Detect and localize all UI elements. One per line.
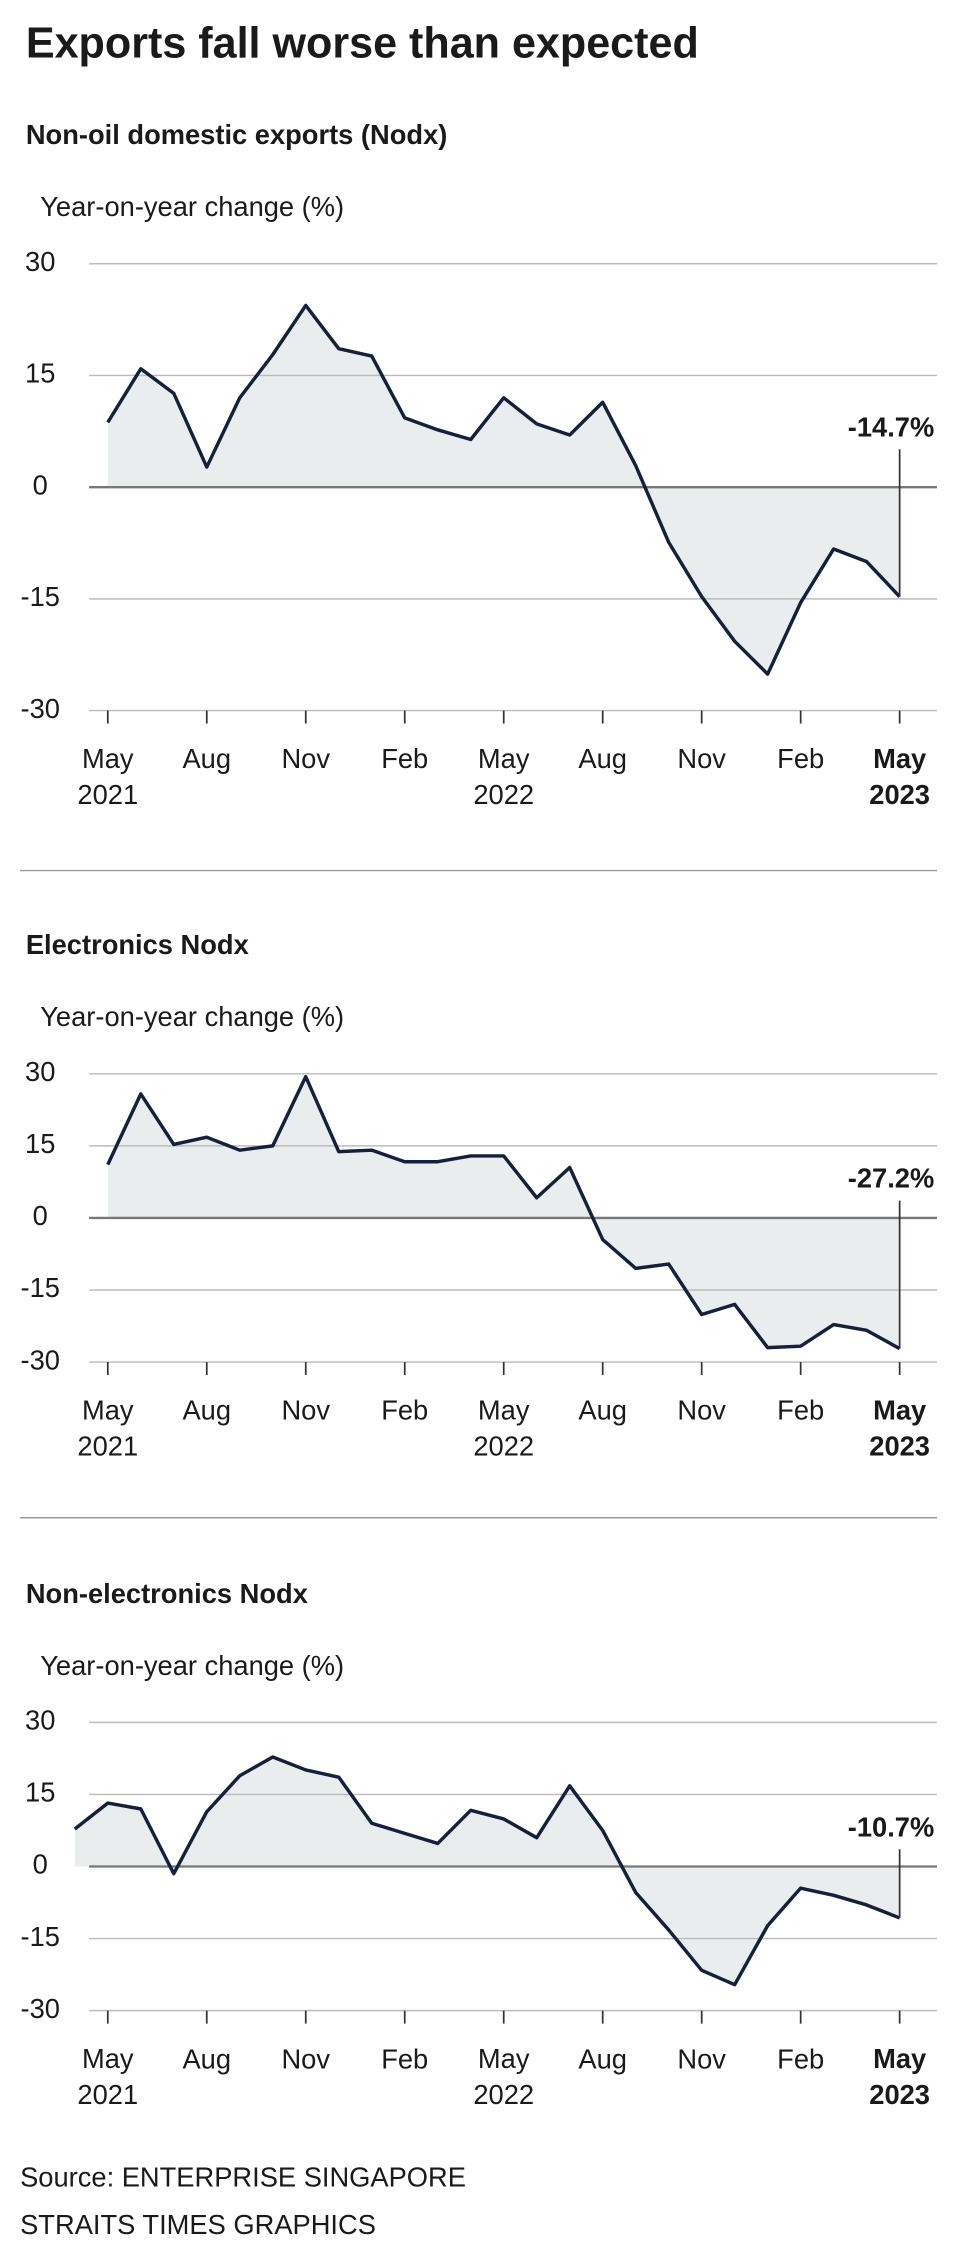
value-label: -27.2% xyxy=(848,1163,934,1194)
line xyxy=(106,303,901,676)
y-tick-label: 0 xyxy=(33,469,48,500)
chart-title: Non-electronics Nodx xyxy=(26,1578,308,1609)
x-tick-label: Nov xyxy=(677,2043,726,2074)
y-axis-label: Year-on-year change (%) xyxy=(40,1001,344,1032)
x-tick-label: Aug xyxy=(578,743,627,774)
y-tick-label: -30 xyxy=(21,1993,60,2024)
chart-title: Non-oil domestic exports (Nodx) xyxy=(26,119,447,150)
y-tick-label: 30 xyxy=(25,1705,55,1736)
x-tick-label: May 2023 xyxy=(869,743,930,810)
x-tick-label: Nov xyxy=(677,1395,726,1426)
x-tick-label: Aug xyxy=(578,2043,627,2074)
x-tick-label: Nov xyxy=(677,743,726,774)
x-tick-label: Nov xyxy=(281,1395,330,1426)
x-tick-label: May 2021 xyxy=(77,1395,138,1462)
page-title: Exports fall worse than expected xyxy=(26,19,699,67)
x-tick-label: Feb xyxy=(381,1395,428,1426)
y-tick-label: 15 xyxy=(25,1128,55,1159)
y-tick-label: 15 xyxy=(25,358,55,389)
line xyxy=(106,1074,901,1351)
y-tick-label: 30 xyxy=(25,246,55,277)
x-tick-label: Feb xyxy=(777,2043,824,2074)
x-tick-label: May 2022 xyxy=(473,1395,534,1462)
x-tick-label: May 2023 xyxy=(869,1395,930,1462)
x-tick-label: Nov xyxy=(281,743,330,774)
value-label: -14.7% xyxy=(848,411,934,442)
y-tick-label: -15 xyxy=(21,1921,60,1952)
y-tick-label: 0 xyxy=(33,1849,48,1880)
value-label: -10.7% xyxy=(848,1811,934,1842)
area xyxy=(74,1756,900,1985)
y-tick-label: -30 xyxy=(21,693,60,724)
x-tick-label: Feb xyxy=(381,2043,428,2074)
source: Source: ENTERPRISE SINGAPORE xyxy=(20,2161,466,2192)
x-tick-label: May 2022 xyxy=(473,2043,534,2110)
x-tick-label: May 2022 xyxy=(473,743,534,810)
y-axis-label: Year-on-year change (%) xyxy=(40,1650,344,1681)
y-tick-label: 0 xyxy=(33,1200,48,1231)
y-tick-label: -30 xyxy=(21,1344,60,1375)
x-tick-label: Aug xyxy=(182,2043,231,2074)
x-tick-label: May 2023 xyxy=(869,2043,930,2110)
x-tick-label: Aug xyxy=(182,1395,231,1426)
y-tick-label: -15 xyxy=(21,1272,60,1303)
x-tick-label: Aug xyxy=(182,743,231,774)
y-tick-label: 15 xyxy=(25,1777,55,1808)
x-tick-label: Feb xyxy=(381,743,428,774)
y-tick-label: 30 xyxy=(25,1056,55,1087)
area xyxy=(107,1076,900,1349)
y-axis-label: Year-on-year change (%) xyxy=(40,191,344,222)
line xyxy=(73,1755,901,1987)
x-tick-label: Nov xyxy=(281,2043,330,2074)
y-tick-label: -15 xyxy=(21,581,60,612)
x-tick-label: Feb xyxy=(777,1395,824,1426)
x-tick-label: Feb xyxy=(777,743,824,774)
area xyxy=(107,305,900,675)
x-tick-label: May 2021 xyxy=(77,743,138,810)
x-tick-label: Aug xyxy=(578,1395,627,1426)
credit: STRAITS TIMES GRAPHICS xyxy=(20,2209,376,2240)
chart-title: Electronics Nodx xyxy=(26,929,249,960)
x-tick-label: May 2021 xyxy=(77,2043,138,2110)
